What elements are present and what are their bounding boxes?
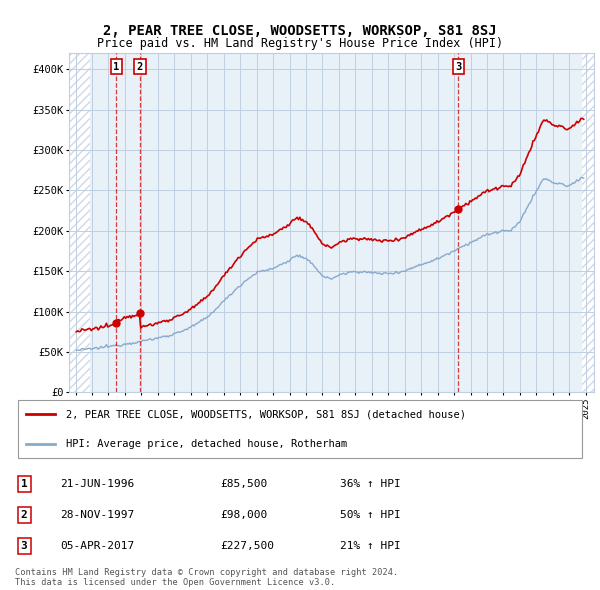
Text: Price paid vs. HM Land Registry's House Price Index (HPI): Price paid vs. HM Land Registry's House …: [97, 37, 503, 50]
FancyBboxPatch shape: [18, 400, 582, 458]
Text: 36% ↑ HPI: 36% ↑ HPI: [340, 479, 401, 489]
Text: 1: 1: [113, 61, 119, 71]
Text: 2, PEAR TREE CLOSE, WOODSETTS, WORKSOP, S81 8SJ (detached house): 2, PEAR TREE CLOSE, WOODSETTS, WORKSOP, …: [66, 409, 466, 419]
Text: HPI: Average price, detached house, Rotherham: HPI: Average price, detached house, Roth…: [66, 439, 347, 449]
Text: 1: 1: [20, 479, 28, 489]
Text: 21% ↑ HPI: 21% ↑ HPI: [340, 541, 401, 550]
Text: 2, PEAR TREE CLOSE, WOODSETTS, WORKSOP, S81 8SJ: 2, PEAR TREE CLOSE, WOODSETTS, WORKSOP, …: [103, 24, 497, 38]
Text: £85,500: £85,500: [220, 479, 268, 489]
Text: Contains HM Land Registry data © Crown copyright and database right 2024.
This d: Contains HM Land Registry data © Crown c…: [15, 568, 398, 587]
Text: 3: 3: [20, 541, 28, 550]
Text: 2: 2: [20, 510, 28, 520]
Text: 05-APR-2017: 05-APR-2017: [61, 541, 135, 550]
Text: £98,000: £98,000: [220, 510, 268, 520]
Text: 2: 2: [137, 61, 143, 71]
Bar: [581, 53, 594, 392]
Text: £227,500: £227,500: [220, 541, 274, 550]
Bar: [69, 53, 91, 392]
Text: 3: 3: [455, 61, 461, 71]
Text: 21-JUN-1996: 21-JUN-1996: [61, 479, 135, 489]
Text: 28-NOV-1997: 28-NOV-1997: [61, 510, 135, 520]
Text: 50% ↑ HPI: 50% ↑ HPI: [340, 510, 401, 520]
